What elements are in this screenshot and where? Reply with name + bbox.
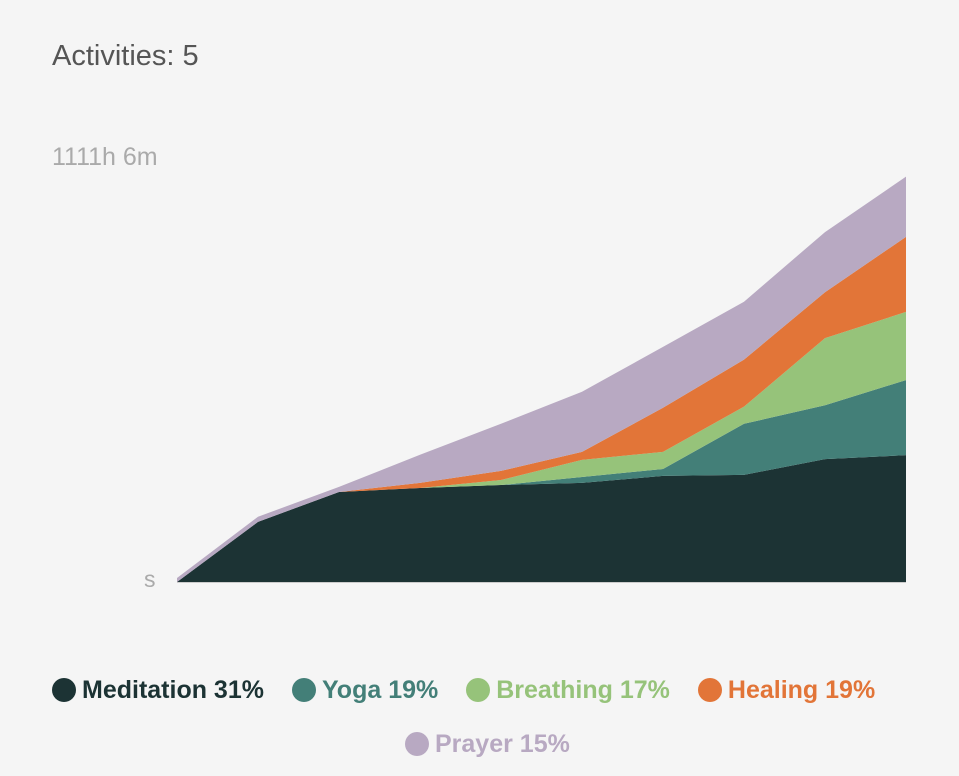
legend-dot-icon xyxy=(291,678,316,702)
legend-item-meditation: Meditation 31% xyxy=(52,676,264,705)
legend-dot-icon xyxy=(52,678,76,702)
stacked-area-chart xyxy=(177,176,906,583)
legend-label: Breathing 17% xyxy=(496,675,670,704)
area-meditation xyxy=(177,455,906,582)
legend-item-yoga: Yoga 19% xyxy=(291,675,439,705)
legend-item-prayer: Prayer 15% xyxy=(405,730,570,759)
area-breathing xyxy=(177,311,906,582)
legend-item-healing: Healing 19% xyxy=(697,675,876,705)
y-max-label: 1111h 6m xyxy=(52,143,158,171)
legend-label: Prayer 15% xyxy=(435,729,570,758)
y-min-label: s xyxy=(144,566,156,592)
legend-item-breathing: Breathing 17% xyxy=(466,676,670,705)
legend-dot-icon xyxy=(466,678,491,702)
legend-label: Meditation 31% xyxy=(82,675,264,704)
chart-title: Activities: 5 xyxy=(52,40,199,72)
legend-dot-icon xyxy=(405,732,429,756)
area-prayer xyxy=(177,176,906,583)
legend: Meditation 31% Yoga 19% Breathing 17% Heali… xyxy=(0,672,959,762)
legend-dot-icon xyxy=(697,678,722,702)
legend-label: Healing 19% xyxy=(727,675,876,704)
legend-label: Yoga 19% xyxy=(321,675,439,704)
